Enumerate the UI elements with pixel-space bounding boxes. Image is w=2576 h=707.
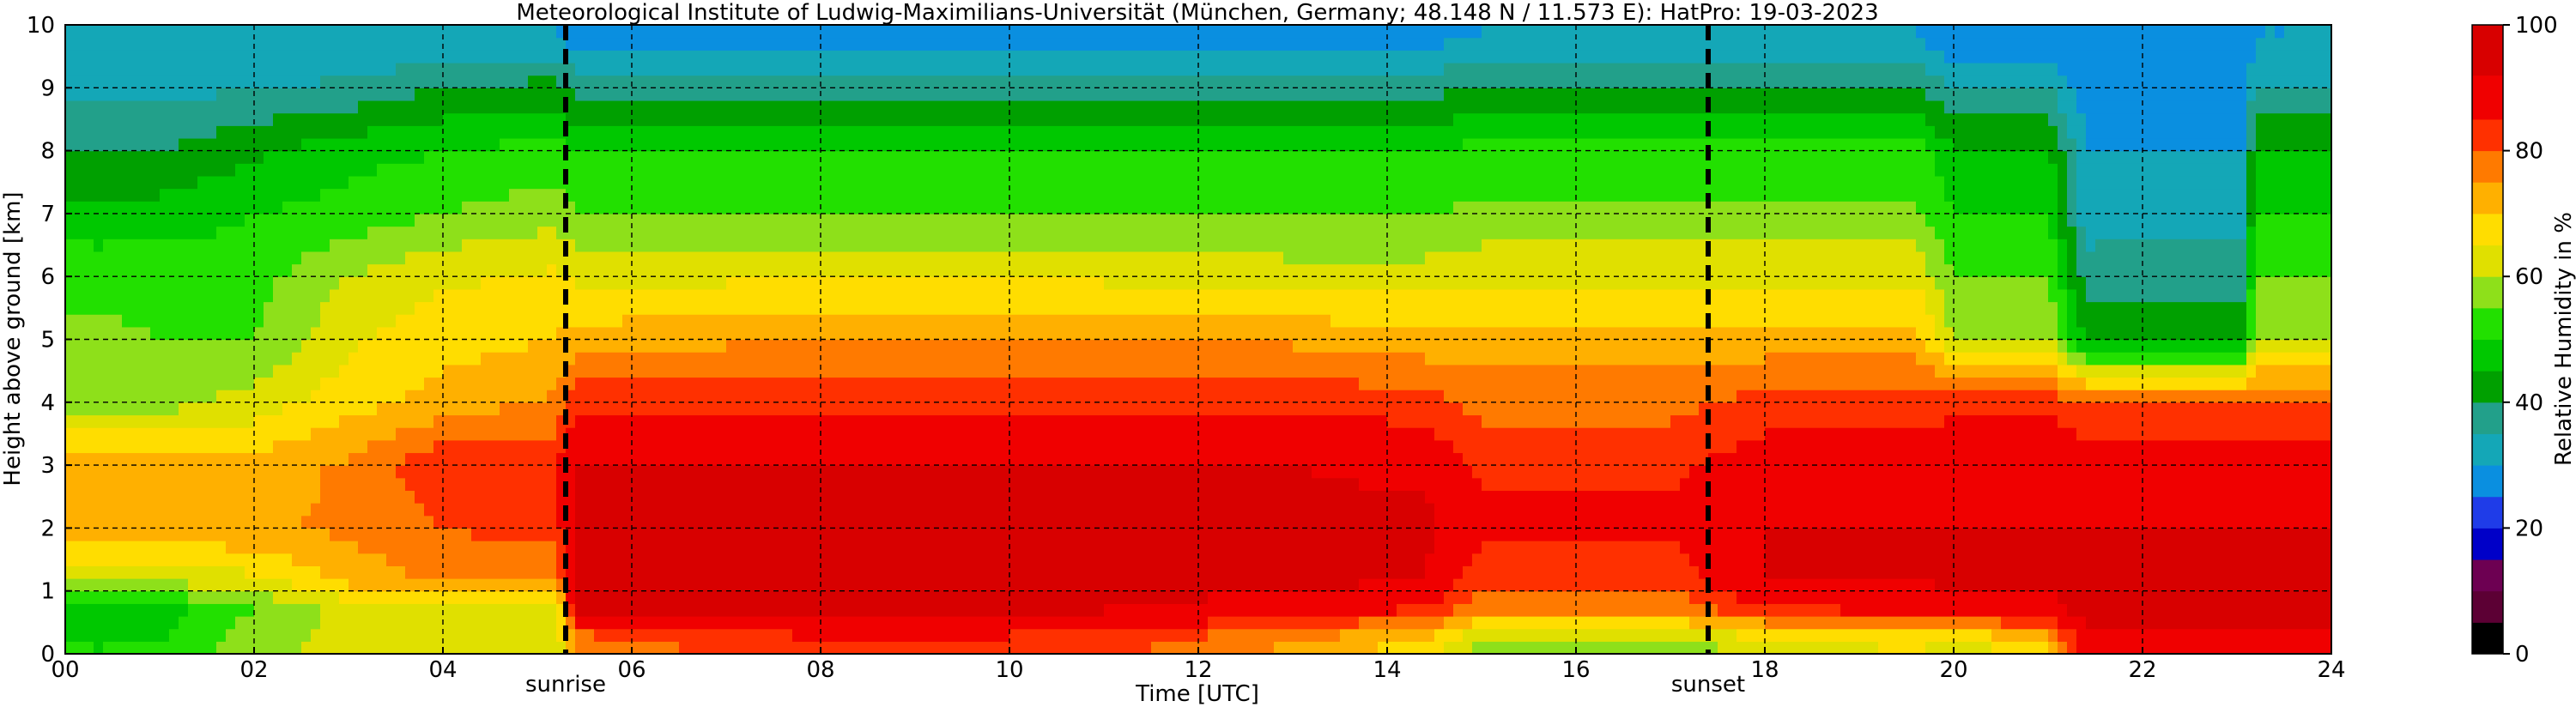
y-tick-label: 5 <box>40 328 55 354</box>
colorbar-segment <box>2472 150 2503 183</box>
chart-title: Meteorological Institute of Ludwig-Maxim… <box>516 0 1878 26</box>
y-tick-label: 0 <box>40 642 55 668</box>
x-tick-label: 22 <box>2128 657 2156 683</box>
y-tick-label: 4 <box>40 390 55 416</box>
colorbar-segment <box>2472 622 2503 655</box>
event-lines: sunrise sunset <box>525 25 1745 698</box>
colorbar-segment <box>2472 213 2503 246</box>
colorbar-segment <box>2472 433 2503 466</box>
colorbar-tick-label: 40 <box>2515 390 2543 416</box>
x-tick-label: 02 <box>239 657 268 683</box>
y-tick-label: 9 <box>40 76 55 101</box>
x-tick-label: 20 <box>1939 657 1967 683</box>
x-tick-label: 16 <box>1561 657 1590 683</box>
colorbar-tick-label: 0 <box>2515 642 2530 668</box>
colorbar-tick-label: 60 <box>2515 264 2543 290</box>
event-label-sunset: sunset <box>1671 672 1745 698</box>
colorbar-segment <box>2472 465 2503 498</box>
colorbar-segment <box>2472 276 2503 309</box>
colorbar-segment <box>2472 402 2503 434</box>
y-tick-label: 8 <box>40 139 55 165</box>
grid-lines <box>65 25 2331 654</box>
y-axis-ticks: 0 1 2 3 4 5 6 7 8 9 10 <box>27 13 72 668</box>
colorbar-segment <box>2472 528 2503 560</box>
y-tick-label: 2 <box>40 516 55 541</box>
y-tick-label: 6 <box>40 264 55 290</box>
x-tick-label: 04 <box>428 657 457 683</box>
colorbar-segment <box>2472 182 2503 215</box>
y-axis-label: Height above ground [km] <box>0 191 26 486</box>
colorbar-segment <box>2472 245 2503 277</box>
colorbar-segment <box>2472 118 2503 152</box>
event-label-sunrise: sunrise <box>525 672 606 698</box>
y-tick-label: 10 <box>27 13 55 39</box>
colorbar-segment <box>2472 339 2503 372</box>
x-tick-label: 10 <box>995 657 1023 683</box>
x-tick-label: 06 <box>617 657 646 683</box>
x-tick-label: 12 <box>1184 657 1212 683</box>
humidity-heatmap <box>65 25 2331 654</box>
y-tick-label: 3 <box>40 453 55 479</box>
colorbar-label: Relative Humidity in % <box>2551 212 2576 466</box>
colorbar-tick-label: 80 <box>2515 139 2543 165</box>
y-tick-label: 7 <box>40 202 55 227</box>
colorbar-segment <box>2472 590 2503 623</box>
x-axis-ticks: 00 02 04 06 08 10 12 14 16 18 20 22 24 <box>51 647 2346 683</box>
x-axis-label: Time [UTC] <box>1135 681 1259 707</box>
colorbar-tick-label: 20 <box>2515 516 2543 541</box>
x-tick-label: 08 <box>806 657 834 683</box>
colorbar-segment <box>2472 75 2503 120</box>
x-tick-label: 18 <box>1750 657 1779 683</box>
x-tick-label: 24 <box>2317 657 2345 683</box>
x-tick-label: 14 <box>1373 657 1401 683</box>
y-tick-label: 1 <box>40 579 55 605</box>
colorbar-tick-label: 100 <box>2515 13 2558 39</box>
colorbar-segment <box>2472 496 2503 529</box>
colorbar-segment <box>2472 307 2503 340</box>
colorbar-segment <box>2472 25 2503 76</box>
colorbar-frame <box>2471 24 2504 655</box>
x-tick-label: 00 <box>51 657 79 683</box>
colorbar: 0 20 40 60 80 100 <box>2471 13 2558 668</box>
colorbar-segment <box>2472 371 2503 403</box>
colorbar-segment <box>2472 559 2503 592</box>
